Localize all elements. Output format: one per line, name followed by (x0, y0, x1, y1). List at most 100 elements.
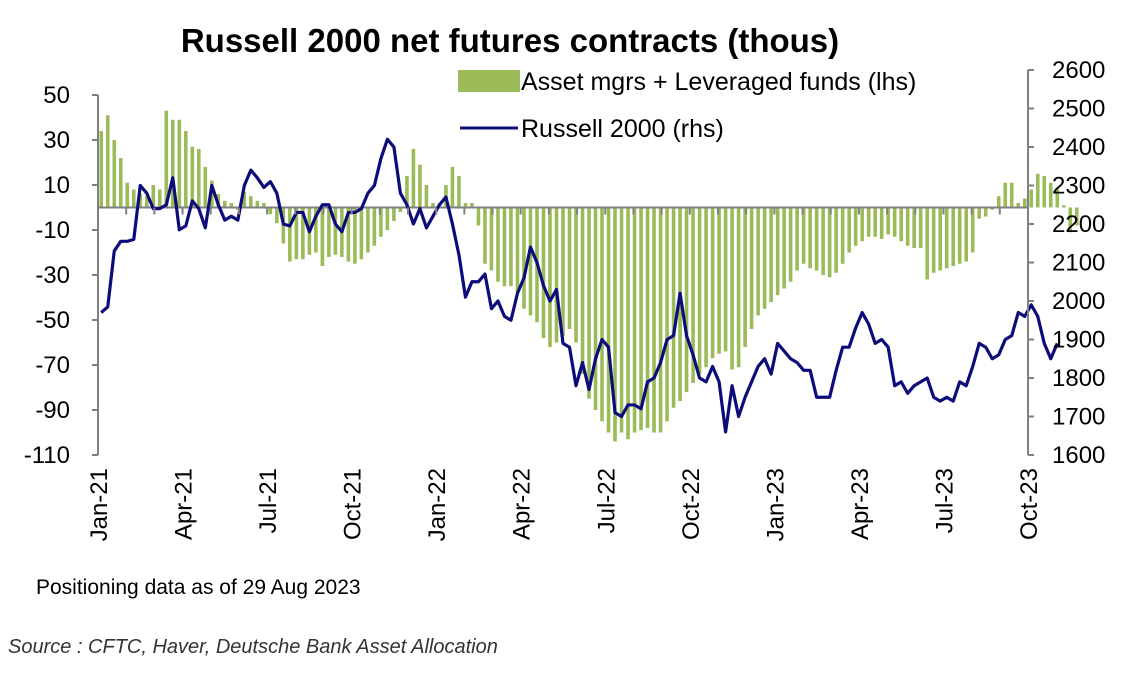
bar (457, 176, 461, 208)
bar (301, 207, 305, 260)
x-ticks: Jan-21 Apr-21 Jul-21 Oct-21 Jan-22 Apr-22 Jul-… (86, 207, 1043, 541)
bar (795, 207, 799, 271)
bar (860, 207, 864, 242)
x-tick-label: Apr-21 (171, 468, 198, 540)
bar (723, 207, 728, 352)
bar (658, 207, 663, 433)
bar (905, 207, 910, 246)
bar (197, 149, 201, 208)
bar (665, 207, 669, 422)
right-tick-label: 1900 (1052, 327, 1105, 354)
chart-title: Russell 2000 net futures contracts (thou… (181, 22, 839, 59)
bar (821, 207, 825, 275)
bar (587, 207, 591, 399)
bar (613, 207, 617, 442)
bar (385, 207, 390, 230)
bar (951, 207, 955, 266)
bar (509, 207, 513, 287)
bar (834, 207, 838, 273)
bar (327, 207, 331, 257)
bar (639, 207, 643, 431)
right-tick-label: 2500 (1052, 96, 1105, 123)
x-tick-label: Jan-21 (86, 468, 113, 541)
bar (944, 207, 949, 269)
x-tick-label: Oct-23 (1016, 468, 1043, 540)
bar (1016, 203, 1021, 208)
bar (203, 167, 208, 208)
bar (1022, 198, 1027, 208)
bar (853, 207, 858, 246)
russell-2000-line (100, 137, 1059, 434)
bar (372, 207, 377, 246)
left-tick-label: 30 (43, 127, 70, 154)
bar (775, 207, 780, 296)
bar (366, 207, 370, 253)
bar (496, 207, 500, 282)
bar (879, 207, 884, 239)
bar (502, 207, 507, 287)
bar (190, 146, 195, 208)
bar (996, 196, 1001, 208)
legend-bar-swatch (458, 70, 520, 92)
bar (886, 207, 890, 235)
bar (242, 191, 247, 208)
bar (827, 207, 832, 278)
x-tick-label: Apr-22 (509, 468, 536, 540)
bar (671, 207, 676, 408)
bar (470, 203, 474, 208)
bar (157, 189, 162, 208)
bar (131, 189, 136, 208)
bar (990, 207, 995, 210)
x-tick-label: Apr-23 (847, 468, 874, 540)
bar (489, 207, 494, 271)
bar (788, 207, 793, 282)
x-tick-label: Jan-23 (762, 468, 789, 541)
left-tick-label: 10 (43, 172, 70, 199)
bar (528, 207, 533, 316)
bar (522, 207, 526, 309)
bar (957, 207, 962, 264)
bar (144, 196, 149, 208)
bar (619, 207, 624, 433)
bar (847, 207, 851, 253)
bar (294, 207, 299, 260)
source-text: Source : CFTC, Haver, Deutsche Bank Asse… (8, 636, 498, 658)
left-tick-label: -10 (35, 217, 70, 244)
bar (977, 207, 982, 219)
bar (164, 110, 169, 208)
right-tick-label: 1800 (1052, 365, 1105, 392)
bar (418, 164, 422, 208)
bar (171, 119, 175, 208)
bar (255, 200, 260, 208)
bar (99, 131, 104, 208)
bar (398, 207, 403, 212)
bar (229, 203, 234, 208)
bar (743, 207, 747, 347)
bar (691, 207, 695, 383)
bar (736, 207, 741, 368)
bar (938, 207, 942, 271)
right-tick-label: 2400 (1052, 134, 1105, 161)
right-tick-label: 2600 (1052, 57, 1105, 84)
bar (431, 203, 435, 208)
bar (1061, 205, 1066, 208)
bar (840, 207, 845, 264)
bar (912, 207, 916, 248)
bar (554, 207, 559, 343)
bar (684, 207, 689, 392)
legend: Asset mgrs + Leveraged funds (lhs) Russe… (458, 68, 916, 143)
bar (1055, 187, 1060, 208)
bar (333, 207, 338, 255)
bar (112, 140, 117, 208)
left-tick-label: -50 (35, 307, 70, 334)
positioning-note: Positioning data as of 29 Aug 2023 (36, 576, 361, 599)
bar (756, 207, 760, 316)
bar (262, 203, 266, 208)
right-tick-label: 2200 (1052, 211, 1105, 238)
bar (983, 207, 988, 217)
bar (704, 207, 708, 368)
bar (873, 207, 877, 237)
bar (288, 207, 292, 262)
bar (1029, 189, 1034, 208)
bar (353, 207, 357, 264)
